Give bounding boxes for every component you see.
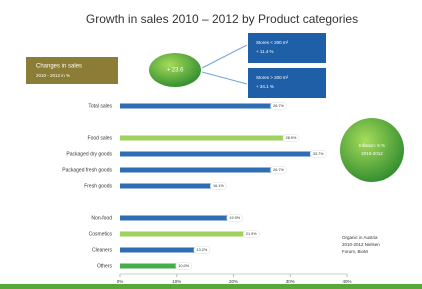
y-tick-label: Others <box>97 263 113 269</box>
bar <box>120 232 244 237</box>
x-tick-label: 10% <box>172 279 181 284</box>
bar <box>120 136 284 141</box>
store-box-text: + 34.1 % <box>256 84 274 89</box>
x-tick-label: 0% <box>117 279 124 284</box>
grass <box>0 284 422 289</box>
y-tick-label: Packaged dry goods <box>66 151 112 157</box>
y-tick-label: Food sales <box>88 135 113 141</box>
bar <box>120 104 272 109</box>
value-label: 16.1% <box>213 184 224 188</box>
value-label: 26.7% <box>273 168 284 172</box>
bar <box>120 184 211 189</box>
chart: Growth in sales 2010 – 2012 by Product c… <box>0 0 422 289</box>
store-box-text: + 11.4 % <box>256 49 274 54</box>
store-box <box>248 33 326 63</box>
chart-title: Growth in sales 2010 – 2012 by Product c… <box>86 12 358 26</box>
value-label: 13.2% <box>197 248 208 252</box>
legend-box-text: 2010 - 2012 in % <box>36 73 70 78</box>
store-box-text: Stores > 200 m² <box>256 75 289 80</box>
x-tick-label: 30% <box>286 279 295 284</box>
bar <box>120 168 272 173</box>
y-tick-label: Packaged fresh goods <box>62 167 112 173</box>
y-tick-label: Cleaners <box>92 247 113 253</box>
legend-box <box>26 57 118 84</box>
legend-box-text: Changes in sales <box>36 64 82 70</box>
value-label: 10.0% <box>178 264 189 268</box>
x-tick-label: 20% <box>229 279 238 284</box>
source-text: 2010-2012 Nielsen <box>342 242 380 247</box>
bar <box>120 152 311 157</box>
value-label: 33.7% <box>313 152 324 156</box>
side-circle-text: 2010-2012 <box>361 151 383 156</box>
store-box-text: Stores < 200 m² <box>256 40 289 45</box>
store-box <box>248 68 326 98</box>
source-text: Forum, BioM <box>342 249 368 254</box>
y-tick-label: Cosmetics <box>89 231 113 237</box>
bar <box>120 248 195 253</box>
y-tick-label: Fresh goods <box>84 183 112 189</box>
side-circle-text: Inflation: 6 % <box>359 143 385 148</box>
value-label: 21.9% <box>246 232 257 236</box>
y-tick-label: Non-food <box>91 215 112 221</box>
side-circle <box>340 118 404 182</box>
bar <box>120 264 177 269</box>
value-label: 28.9% <box>286 136 297 140</box>
source-text: Organic in Austria <box>342 235 378 240</box>
x-tick-label: 40% <box>342 279 351 284</box>
value-label: 19.0% <box>229 216 240 220</box>
y-tick-label: Total sales <box>88 103 112 109</box>
circle-label: + 23.6 <box>167 68 185 74</box>
value-label: 26.7% <box>273 104 284 108</box>
bar <box>120 216 228 221</box>
